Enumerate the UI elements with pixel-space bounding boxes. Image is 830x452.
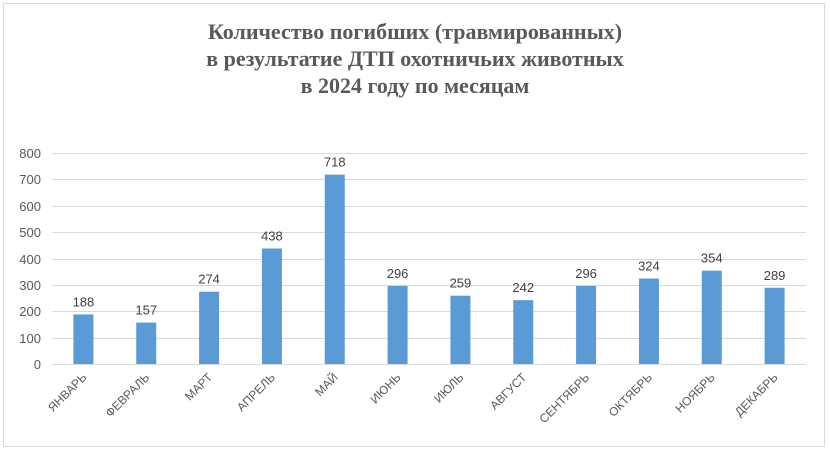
y-axis-tick-labels: 0 100 200 300 400 500 600 700 800	[19, 146, 41, 372]
y-tick-label: 300	[19, 278, 41, 293]
x-axis-category-labels: ЯНВАРЬ ФЕВРАЛЬ МАРТ АПРЕЛЬ МАЙ ИЮНЬ ИЮЛЬ АВГУСТ…	[45, 370, 781, 426]
bar-январь	[73, 314, 94, 364]
bar-февраль	[136, 322, 157, 364]
chart-title: Количество погибших (травмированных) в р…	[0, 18, 830, 99]
x-category-label: СЕНТЯБРЬ	[536, 370, 592, 426]
chart-title-line-1: Количество погибших (травмированных)	[207, 19, 623, 44]
bar-июль	[450, 295, 471, 364]
bar-апрель	[261, 248, 282, 364]
bar-октябрь	[638, 278, 659, 364]
x-category-label: АПРЕЛЬ	[234, 370, 278, 414]
y-tick-label: 200	[19, 304, 41, 319]
data-label: 188	[73, 294, 95, 309]
bar-сентябрь	[576, 285, 597, 364]
bars	[73, 174, 785, 364]
y-tick-label: 400	[19, 252, 41, 267]
chart-title-line-3: в 2024 году по месяцам	[300, 73, 530, 98]
bar-май	[324, 174, 345, 364]
chart-frame	[3, 3, 825, 447]
data-label: 289	[764, 268, 786, 283]
x-category-label: ДЕКАБРЬ	[732, 370, 781, 419]
x-category-label: ИЮЛЬ	[431, 370, 466, 405]
data-label: 242	[512, 280, 534, 295]
y-tick-label: 600	[19, 199, 41, 214]
data-label: 259	[450, 276, 472, 291]
data-label: 296	[575, 266, 597, 281]
chart-title-line-2: в результатие ДТП охотничьих животных	[206, 46, 624, 71]
data-labels: 188 157 274 438 718 296 259 242 296 324 354 289	[73, 155, 786, 318]
data-label: 718	[324, 155, 346, 170]
data-label: 324	[638, 259, 660, 274]
x-category-label: НОЯБРЬ	[673, 370, 718, 415]
bar-март	[199, 291, 220, 364]
y-tick-label: 100	[19, 331, 41, 346]
x-category-label: МАЙ	[311, 370, 340, 399]
x-category-label: АВГУСТ	[487, 370, 530, 413]
data-label: 274	[198, 272, 220, 287]
gridlines	[52, 153, 806, 365]
x-category-label: ФЕВРАЛЬ	[103, 370, 153, 420]
bar-ноябрь	[701, 270, 722, 364]
x-category-label: ОКТЯБРЬ	[606, 370, 655, 419]
y-tick-label: 700	[19, 172, 41, 187]
x-category-label: МАРТ	[182, 370, 216, 404]
data-label: 354	[701, 251, 723, 266]
data-label: 296	[387, 266, 409, 281]
y-tick-label: 500	[19, 225, 41, 240]
data-label: 438	[261, 228, 283, 243]
bar-июнь	[387, 285, 408, 364]
x-category-label: ИЮНЬ	[367, 370, 403, 406]
data-label: 157	[135, 303, 157, 318]
bar-декабрь	[764, 287, 785, 364]
y-tick-label: 800	[19, 146, 41, 161]
y-tick-label: 0	[34, 357, 41, 372]
bar-август	[513, 300, 534, 364]
x-category-label: ЯНВАРЬ	[45, 370, 90, 415]
